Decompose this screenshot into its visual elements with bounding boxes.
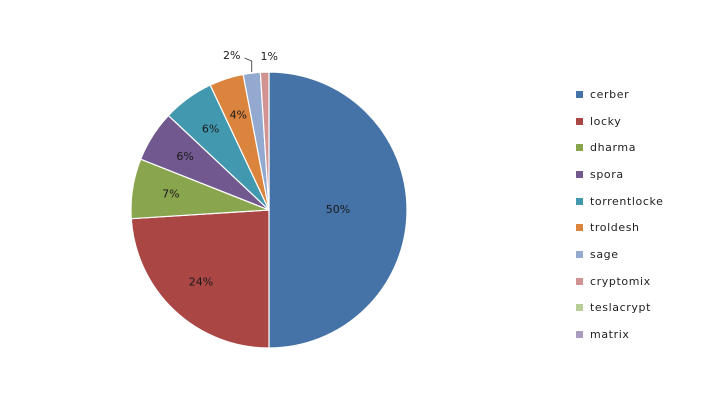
legend-swatch xyxy=(576,170,583,178)
data-label-locky: 24% xyxy=(189,275,213,288)
legend-label: torrentlocke xyxy=(590,194,664,208)
legend-item-cerber: cerber xyxy=(576,81,716,108)
legend-swatch xyxy=(576,224,583,232)
legend-swatch xyxy=(576,277,583,285)
data-label-troldesh: 4% xyxy=(230,109,247,122)
legend-item-locky: locky xyxy=(576,108,716,135)
pie-slice-cerber xyxy=(268,71,408,349)
data-label-spora: 6% xyxy=(176,150,193,163)
legend-label: cryptomix xyxy=(590,274,651,288)
legend-label: teslacrypt xyxy=(590,301,651,315)
legend-label: spora xyxy=(590,167,624,181)
legend-swatch xyxy=(576,304,583,312)
legend-item-torrentlocke: torrentlocke xyxy=(576,188,716,215)
legend-label: locky xyxy=(590,114,622,128)
pie-slice-cryptomix xyxy=(259,71,270,211)
data-label-cryptomix: 1% xyxy=(260,50,277,63)
legend-item-sage: sage xyxy=(576,241,716,268)
legend-swatch xyxy=(576,197,583,205)
legend-swatch xyxy=(576,144,583,152)
legend-item-dharma: dharma xyxy=(576,134,716,161)
legend-item-troldesh: troldesh xyxy=(576,214,716,241)
data-label-sage: 2% xyxy=(223,49,240,62)
legend-swatch xyxy=(576,117,583,125)
legend-label: cerber xyxy=(590,87,630,101)
legend: cerber locky dharma spora torrentlocke trolde… xyxy=(576,81,716,348)
data-label-cerber: 50% xyxy=(326,203,350,216)
legend-item-matrix: matrix xyxy=(576,321,716,348)
legend-swatch xyxy=(576,250,583,258)
pie-slice-locky xyxy=(130,209,270,349)
legend-label: troldesh xyxy=(590,221,640,235)
legend-swatch xyxy=(576,331,583,339)
legend-label: matrix xyxy=(590,328,630,342)
legend-item-cryptomix: cryptomix xyxy=(576,268,716,295)
legend-item-teslacrypt: teslacrypt xyxy=(576,295,716,322)
legend-label: dharma xyxy=(590,141,637,155)
data-label-dharma: 7% xyxy=(162,187,179,200)
leader-line-sage xyxy=(244,57,253,73)
legend-label: sage xyxy=(590,247,619,261)
legend-item-spora: spora xyxy=(576,161,716,188)
legend-swatch xyxy=(576,90,583,98)
data-label-torrentlocke: 6% xyxy=(202,123,219,136)
